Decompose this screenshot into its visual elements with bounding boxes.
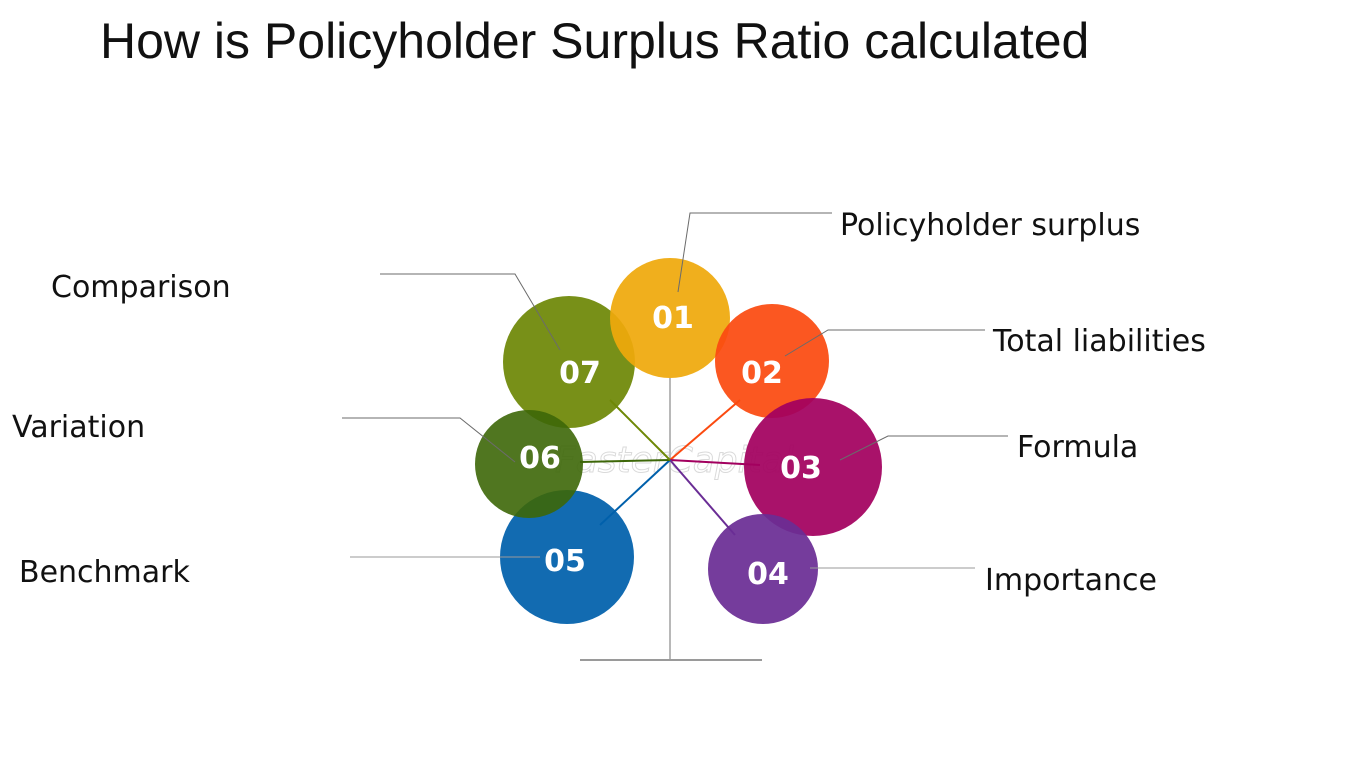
leader-07 (380, 273, 561, 351)
leader-06 (342, 417, 516, 463)
branch-07 (609, 399, 671, 461)
circle-01 (610, 258, 730, 378)
number-03: 03 (780, 451, 822, 486)
label-total-liabilities: Total liabilities (993, 324, 1206, 359)
circle-06 (475, 410, 583, 518)
branch-04 (669, 459, 736, 536)
label-policyholder-surplus: Policyholder surplus (840, 208, 1141, 243)
leader-02 (784, 329, 985, 357)
circle-03 (744, 398, 882, 536)
page-title: How is Policyholder Surplus Ratio calcul… (100, 13, 1090, 69)
circle-05 (500, 490, 634, 624)
number-04: 04 (747, 557, 789, 592)
number-05: 05 (544, 544, 586, 579)
number-06: 06 (519, 441, 561, 476)
circle-02 (715, 304, 829, 418)
leader-03 (839, 435, 1008, 461)
label-importance: Importance (985, 563, 1157, 598)
circle-04 (708, 514, 818, 624)
number-01: 01 (652, 301, 694, 336)
label-benchmark: Benchmark (19, 555, 190, 590)
circle-07 (503, 296, 635, 428)
number-02: 02 (741, 356, 783, 391)
label-comparison: Comparison (51, 270, 231, 305)
label-variation: Variation (12, 410, 146, 445)
number-07: 07 (559, 356, 601, 391)
branch-06 (579, 459, 671, 463)
leader-01 (677, 212, 832, 293)
branch-02 (669, 399, 741, 461)
label-formula: Formula (1017, 430, 1139, 465)
